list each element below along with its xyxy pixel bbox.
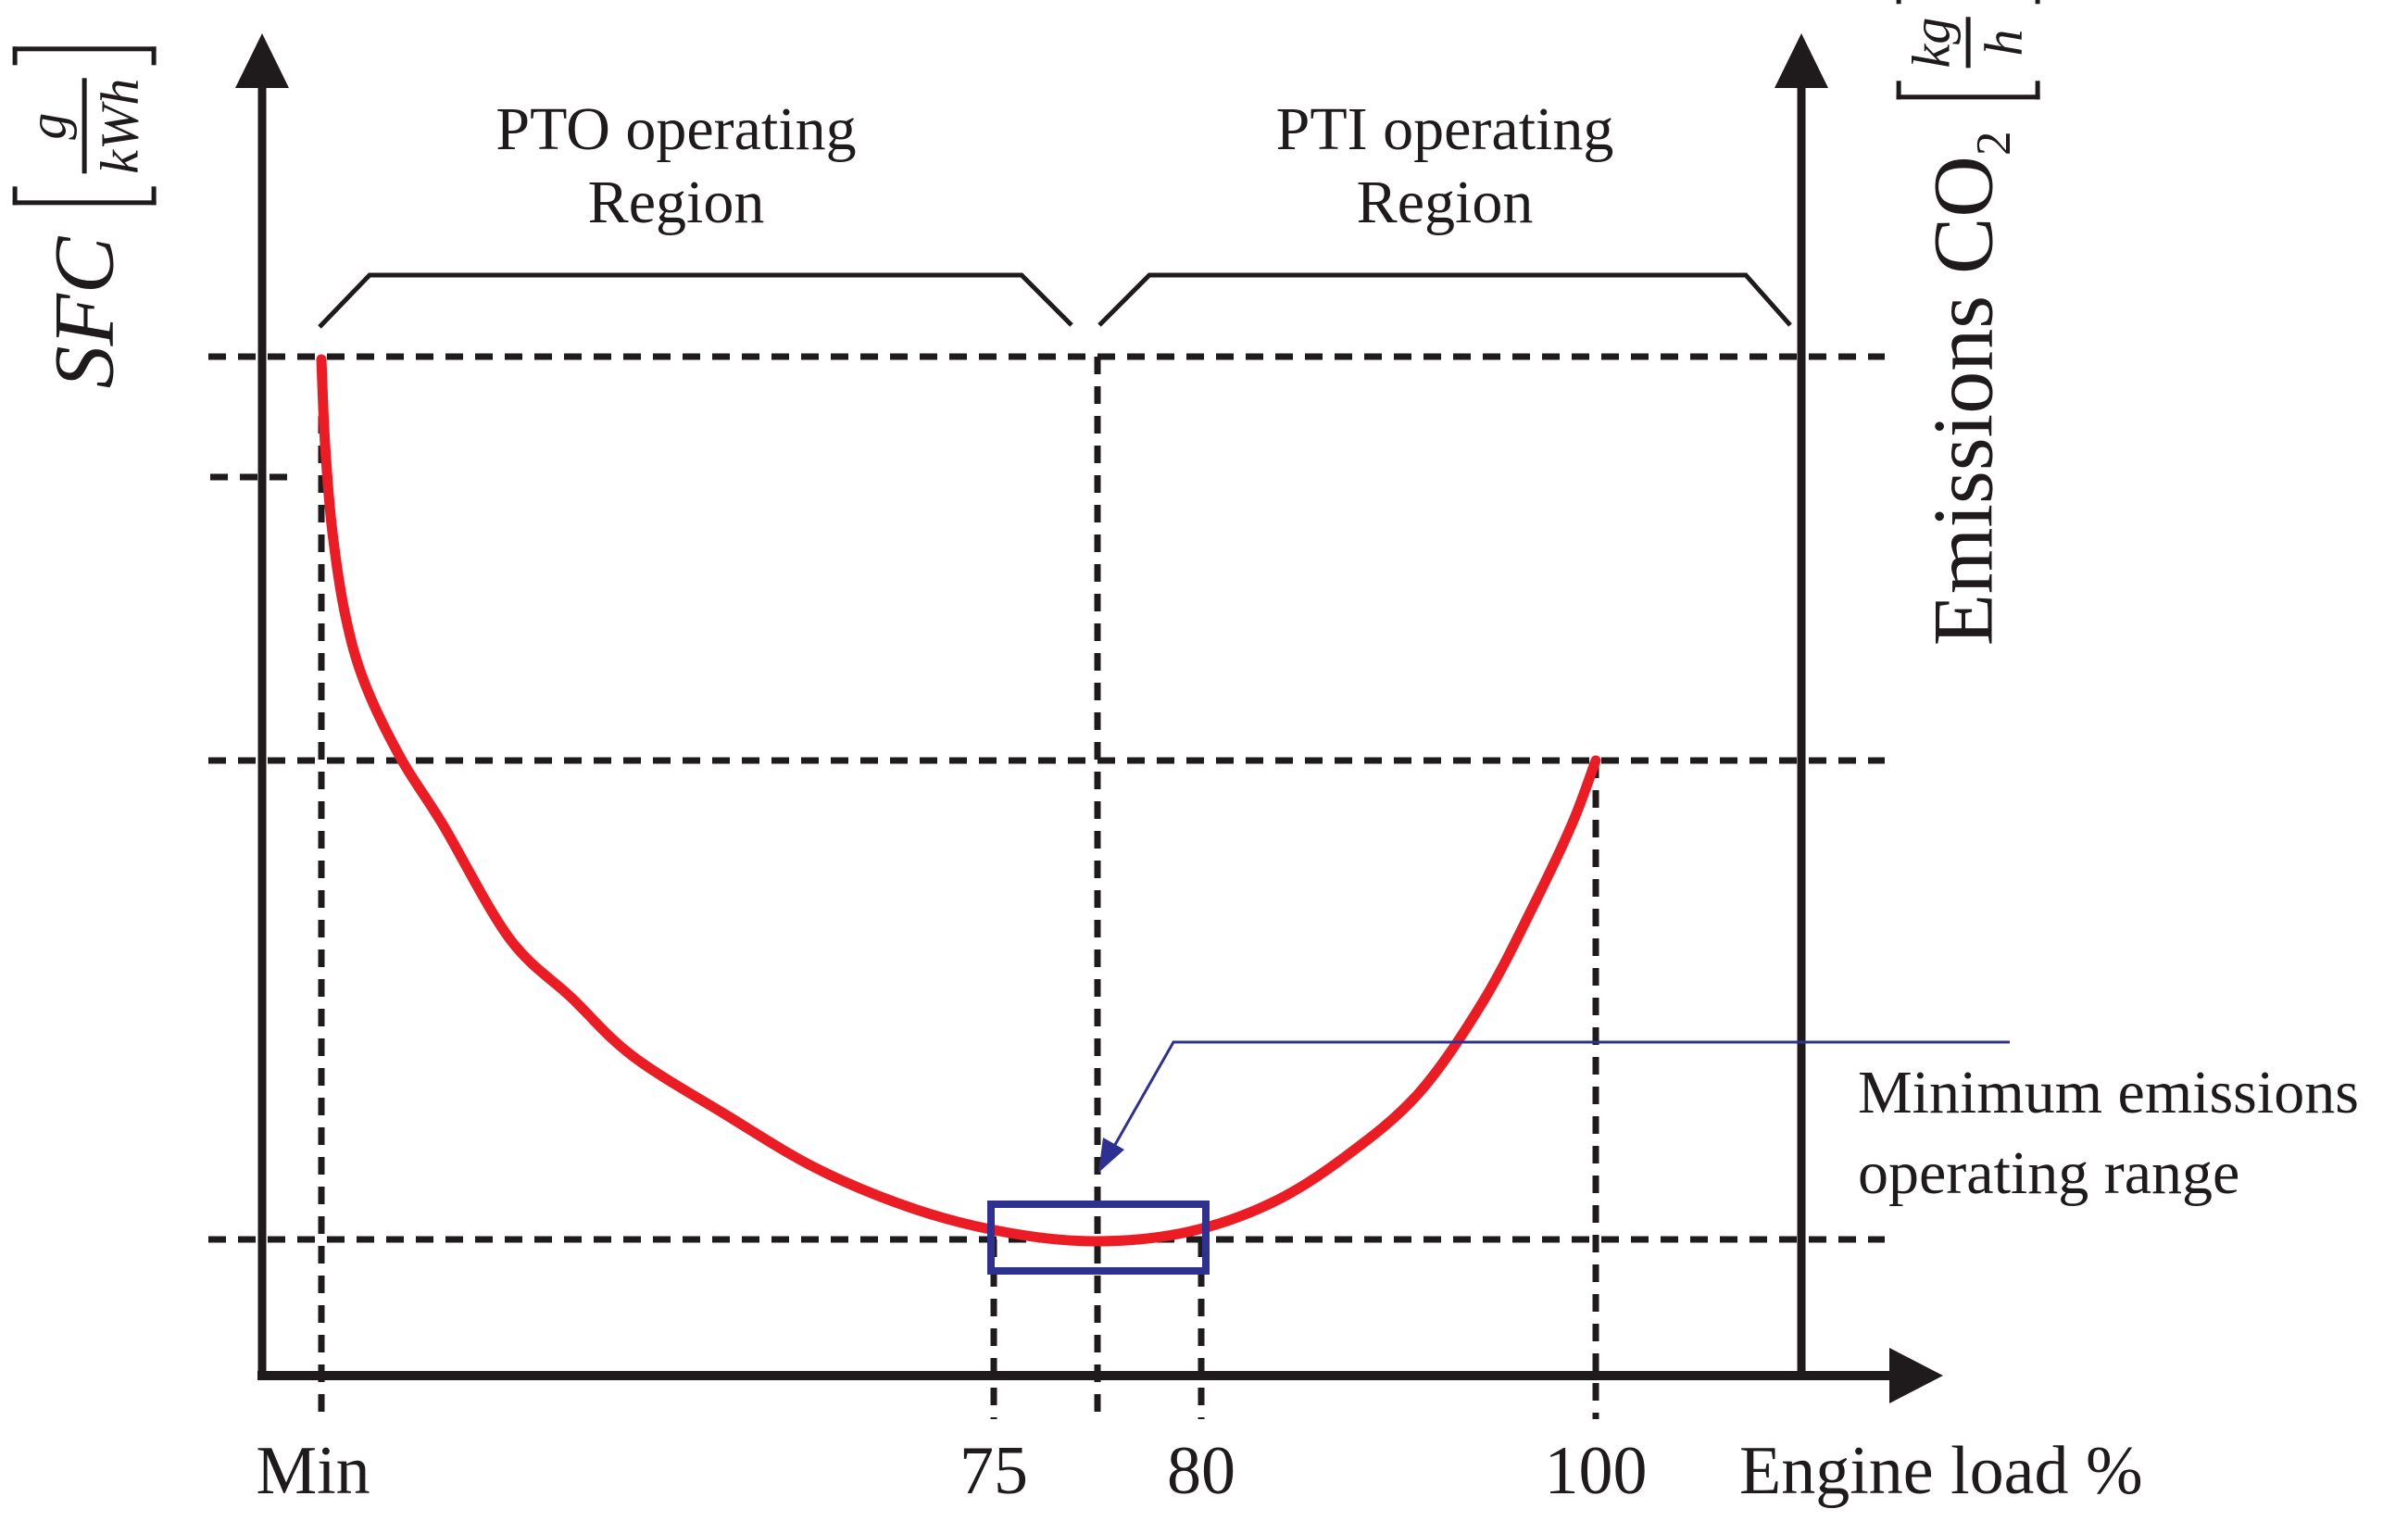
right-bracket-icon: [12, 46, 157, 66]
right-y-axis-arrowhead: [1775, 33, 1828, 88]
right-y-axis-label: Emissions CO2 kg h: [1880, 0, 2056, 646]
pto-region-brace: [318, 272, 1073, 329]
right-axis-subscript: 2: [1965, 131, 2022, 157]
right-axis-unit: kg h: [1896, 0, 2040, 100]
pti-region-brace: [1097, 272, 1792, 327]
right-axis-name: Emissions CO: [1915, 156, 2011, 647]
pto-region-label: PTO operating Region: [495, 95, 857, 237]
left-unit-numerator: g: [17, 112, 78, 140]
left-axis-unit-fraction: g kWh: [13, 66, 157, 187]
left-y-axis-label: SFC g kWh: [6, 28, 163, 408]
left-bracket-icon: [12, 186, 157, 206]
pti-region-label: PTI operating Region: [1275, 95, 1614, 237]
fraction-rule: [1965, 17, 1971, 69]
x-axis-title: Engine load %: [1739, 1433, 2143, 1509]
x-axis-arrowhead: [1889, 1348, 1943, 1403]
fraction-rule: [82, 78, 87, 174]
right-axis-symbol: Emissions CO2: [1914, 131, 2022, 646]
x-tick-80: 80: [1167, 1433, 1235, 1509]
annotation-leader-line: [1103, 1040, 2010, 1163]
right-axis-unit-fraction: kg h: [1897, 5, 2040, 82]
annotation-arrowhead: [1098, 1138, 1124, 1173]
left-y-axis-arrowhead: [235, 33, 289, 88]
sfc-curve: [316, 354, 1601, 1247]
right-unit-numerator: kg: [1900, 17, 1962, 69]
right-unit-denominator: h: [1973, 29, 2034, 57]
x-tick-75: 75: [959, 1433, 1028, 1509]
left-axis-symbol: SFC: [37, 236, 132, 389]
left-axis-unit: g kWh: [12, 46, 157, 206]
x-tick-min: Min: [256, 1433, 370, 1509]
left-bracket-icon: [1896, 81, 2040, 100]
annotation-label: Minimum emissions operating range: [1858, 1059, 2359, 1208]
right-bracket-icon: [1896, 0, 2040, 5]
x-tick-100: 100: [1544, 1433, 1648, 1509]
min-emissions-box: [987, 1201, 1210, 1275]
left-unit-denominator: kWh: [89, 78, 150, 174]
